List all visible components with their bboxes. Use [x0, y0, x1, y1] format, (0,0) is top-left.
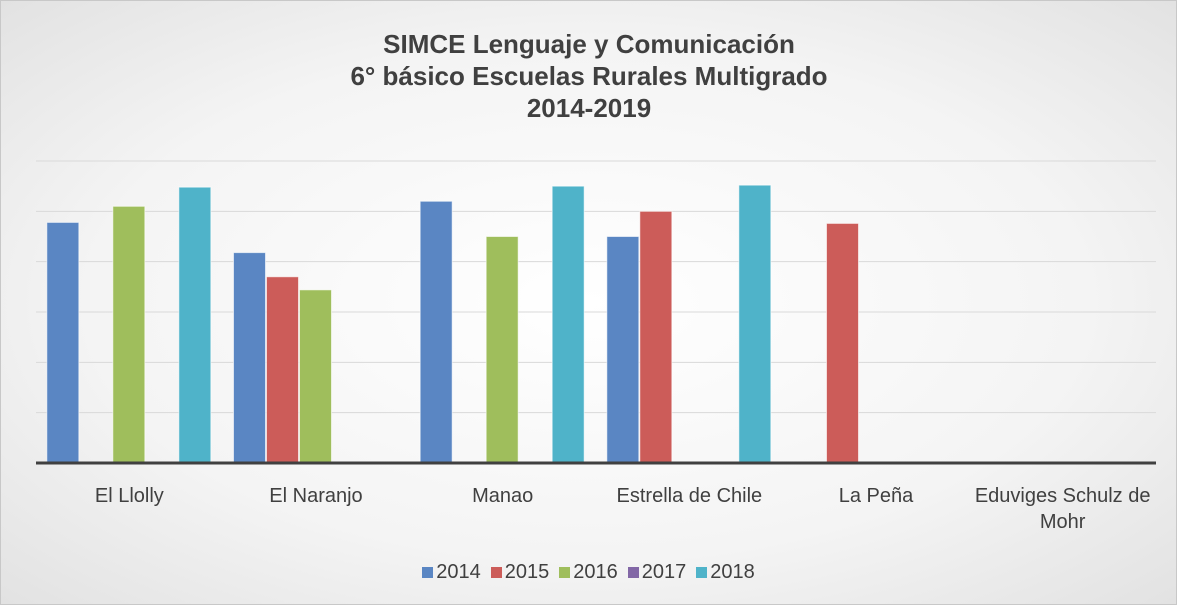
chart-title: 6° básico Escuelas Rurales Multigrado [350, 61, 827, 91]
bar [606, 236, 640, 464]
legend-item: 2016 [559, 561, 618, 584]
bar [485, 236, 519, 464]
bar [738, 184, 772, 464]
x-tick-label: Estrella de Chile [616, 485, 763, 507]
chart-title: SIMCE Lenguaje y Comunicación [383, 29, 795, 59]
bar [299, 289, 332, 464]
legend-label: 2018 [710, 561, 755, 583]
legend-swatch [422, 567, 434, 578]
bar [551, 185, 585, 464]
bar [266, 276, 299, 464]
legend-item: 2018 [696, 561, 755, 584]
legend-swatch [627, 567, 639, 578]
legend-item: 2017 [627, 561, 687, 584]
x-tick-label: Eduviges Schulz de Mohr [974, 485, 1151, 533]
bar [112, 205, 146, 464]
bar [639, 210, 673, 464]
x-tick-label: El Llolly [94, 485, 164, 507]
legend-swatch [696, 567, 708, 578]
legend-item: 2015 [490, 561, 550, 584]
bar [233, 252, 266, 464]
legend-label: 2017 [641, 561, 687, 583]
legend-label: 2014 [436, 561, 481, 583]
bar [46, 221, 80, 464]
legend-label: 2016 [573, 561, 618, 583]
bar [826, 222, 859, 464]
legend-swatch [490, 567, 502, 578]
legend-item: 2014 [422, 561, 481, 584]
legend-swatch [559, 567, 571, 578]
legend-label: 2015 [504, 561, 550, 583]
x-tick-label: La Peña [838, 485, 914, 507]
legend: 2014 2015 2016 2017 2018 [1, 561, 1176, 584]
x-tick-label: Manao [472, 485, 534, 507]
bar [178, 186, 212, 464]
x-tick-label: El Naranjo [269, 485, 363, 507]
bar [419, 200, 453, 464]
chart-title: 2014-2019 [527, 93, 651, 123]
